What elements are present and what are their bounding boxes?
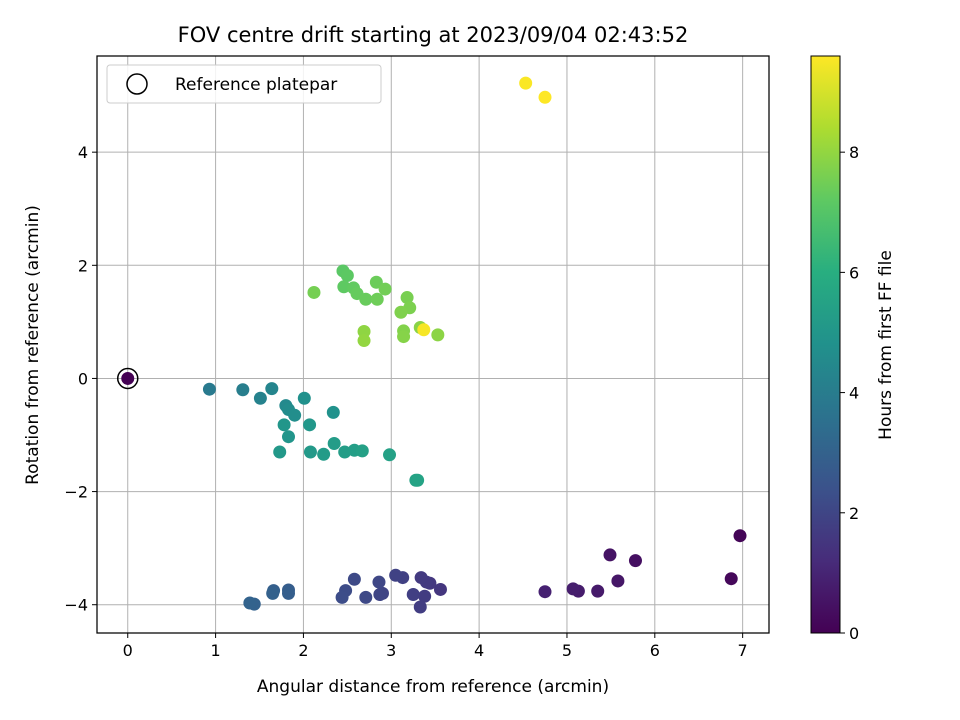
y-tick-label: 4 xyxy=(78,143,88,162)
data-point xyxy=(603,548,617,562)
data-point xyxy=(538,90,552,104)
data-point xyxy=(433,582,447,596)
colorbar-tick-label: 6 xyxy=(849,263,859,282)
chart-title: FOV centre drift starting at 2023/09/04 … xyxy=(178,23,689,47)
data-point xyxy=(373,588,387,602)
x-tick-label: 5 xyxy=(562,641,572,660)
colorbar-gradient xyxy=(810,55,841,634)
data-point xyxy=(411,473,425,487)
y-axis-ticks: −4 −2 0 2 4 xyxy=(64,143,97,615)
data-point xyxy=(297,391,311,405)
data-point xyxy=(355,444,369,458)
data-point xyxy=(121,371,135,385)
data-point xyxy=(277,418,291,432)
data-point xyxy=(394,305,408,319)
y-tick-label: −2 xyxy=(64,483,88,502)
data-point xyxy=(357,334,371,348)
data-point xyxy=(591,584,605,598)
colorbar-tick-label: 4 xyxy=(849,384,859,403)
data-point xyxy=(538,585,552,599)
data-point xyxy=(326,405,340,419)
legend-label: Reference platepar xyxy=(175,75,337,95)
data-point xyxy=(317,447,331,461)
data-point xyxy=(253,391,267,405)
colorbar-tick-label: 2 xyxy=(849,504,859,523)
data-point xyxy=(400,291,414,305)
data-point xyxy=(303,445,317,459)
data-point xyxy=(413,600,427,614)
x-axis-label: Angular distance from reference (arcmin) xyxy=(257,677,609,697)
data-point xyxy=(397,330,411,344)
data-point xyxy=(417,323,431,337)
data-point xyxy=(202,382,216,396)
data-point xyxy=(519,76,533,90)
colorbar-tick-label: 8 xyxy=(849,143,859,162)
data-point xyxy=(303,418,317,432)
reference-platepar-marker xyxy=(116,367,139,390)
y-axis-label: Rotation from reference (arcmin) xyxy=(23,205,43,485)
data-point xyxy=(369,275,383,289)
y-tick-label: 2 xyxy=(78,256,88,275)
data-point xyxy=(281,586,295,600)
data-point xyxy=(406,588,420,602)
x-tick-label: 7 xyxy=(738,641,748,660)
y-tick-label: 0 xyxy=(78,369,88,388)
data-point xyxy=(347,572,361,586)
data-point xyxy=(370,292,384,306)
data-point xyxy=(265,382,279,396)
data-point xyxy=(338,445,352,459)
data-point xyxy=(566,582,580,596)
data-point xyxy=(611,574,625,588)
data-point xyxy=(307,285,321,299)
data-point xyxy=(335,590,349,604)
data-point xyxy=(359,590,373,604)
data-points xyxy=(116,76,747,614)
x-tick-label: 0 xyxy=(123,641,133,660)
data-point xyxy=(389,568,403,582)
colorbar-tick-label: 0 xyxy=(849,624,859,643)
x-tick-label: 3 xyxy=(386,641,396,660)
data-point xyxy=(418,589,432,603)
data-point xyxy=(236,383,250,397)
legend: Reference platepar xyxy=(106,64,382,104)
data-point xyxy=(357,324,371,338)
data-point xyxy=(359,292,373,306)
data-point xyxy=(733,529,747,543)
legend-box xyxy=(106,64,382,104)
data-point xyxy=(288,408,302,422)
data-point xyxy=(378,282,392,296)
data-point xyxy=(340,268,354,282)
data-point xyxy=(273,445,287,459)
data-point xyxy=(337,280,351,294)
data-point xyxy=(431,328,445,342)
data-point xyxy=(281,430,295,444)
colorbar: 0 2 4 6 8 Hours from first FF file xyxy=(810,55,896,643)
x-tick-label: 2 xyxy=(298,641,308,660)
data-point xyxy=(243,596,257,610)
data-point xyxy=(372,575,386,589)
data-point xyxy=(414,571,428,585)
data-point xyxy=(266,586,280,600)
data-point xyxy=(327,436,341,450)
legend-reference-marker xyxy=(126,73,148,95)
data-point xyxy=(628,554,642,568)
y-tick-label: −4 xyxy=(64,596,88,615)
plot-area-frame xyxy=(96,55,770,634)
colorbar-ticks: 0 2 4 6 8 xyxy=(840,143,859,643)
colorbar-label: Hours from first FF file xyxy=(876,250,896,440)
grid-lines xyxy=(97,56,769,633)
x-tick-label: 6 xyxy=(650,641,660,660)
data-point xyxy=(724,572,738,586)
x-axis-ticks: 0 1 2 3 4 5 6 7 xyxy=(123,633,748,660)
x-tick-label: 4 xyxy=(474,641,484,660)
data-point xyxy=(383,448,397,462)
x-tick-label: 1 xyxy=(210,641,220,660)
